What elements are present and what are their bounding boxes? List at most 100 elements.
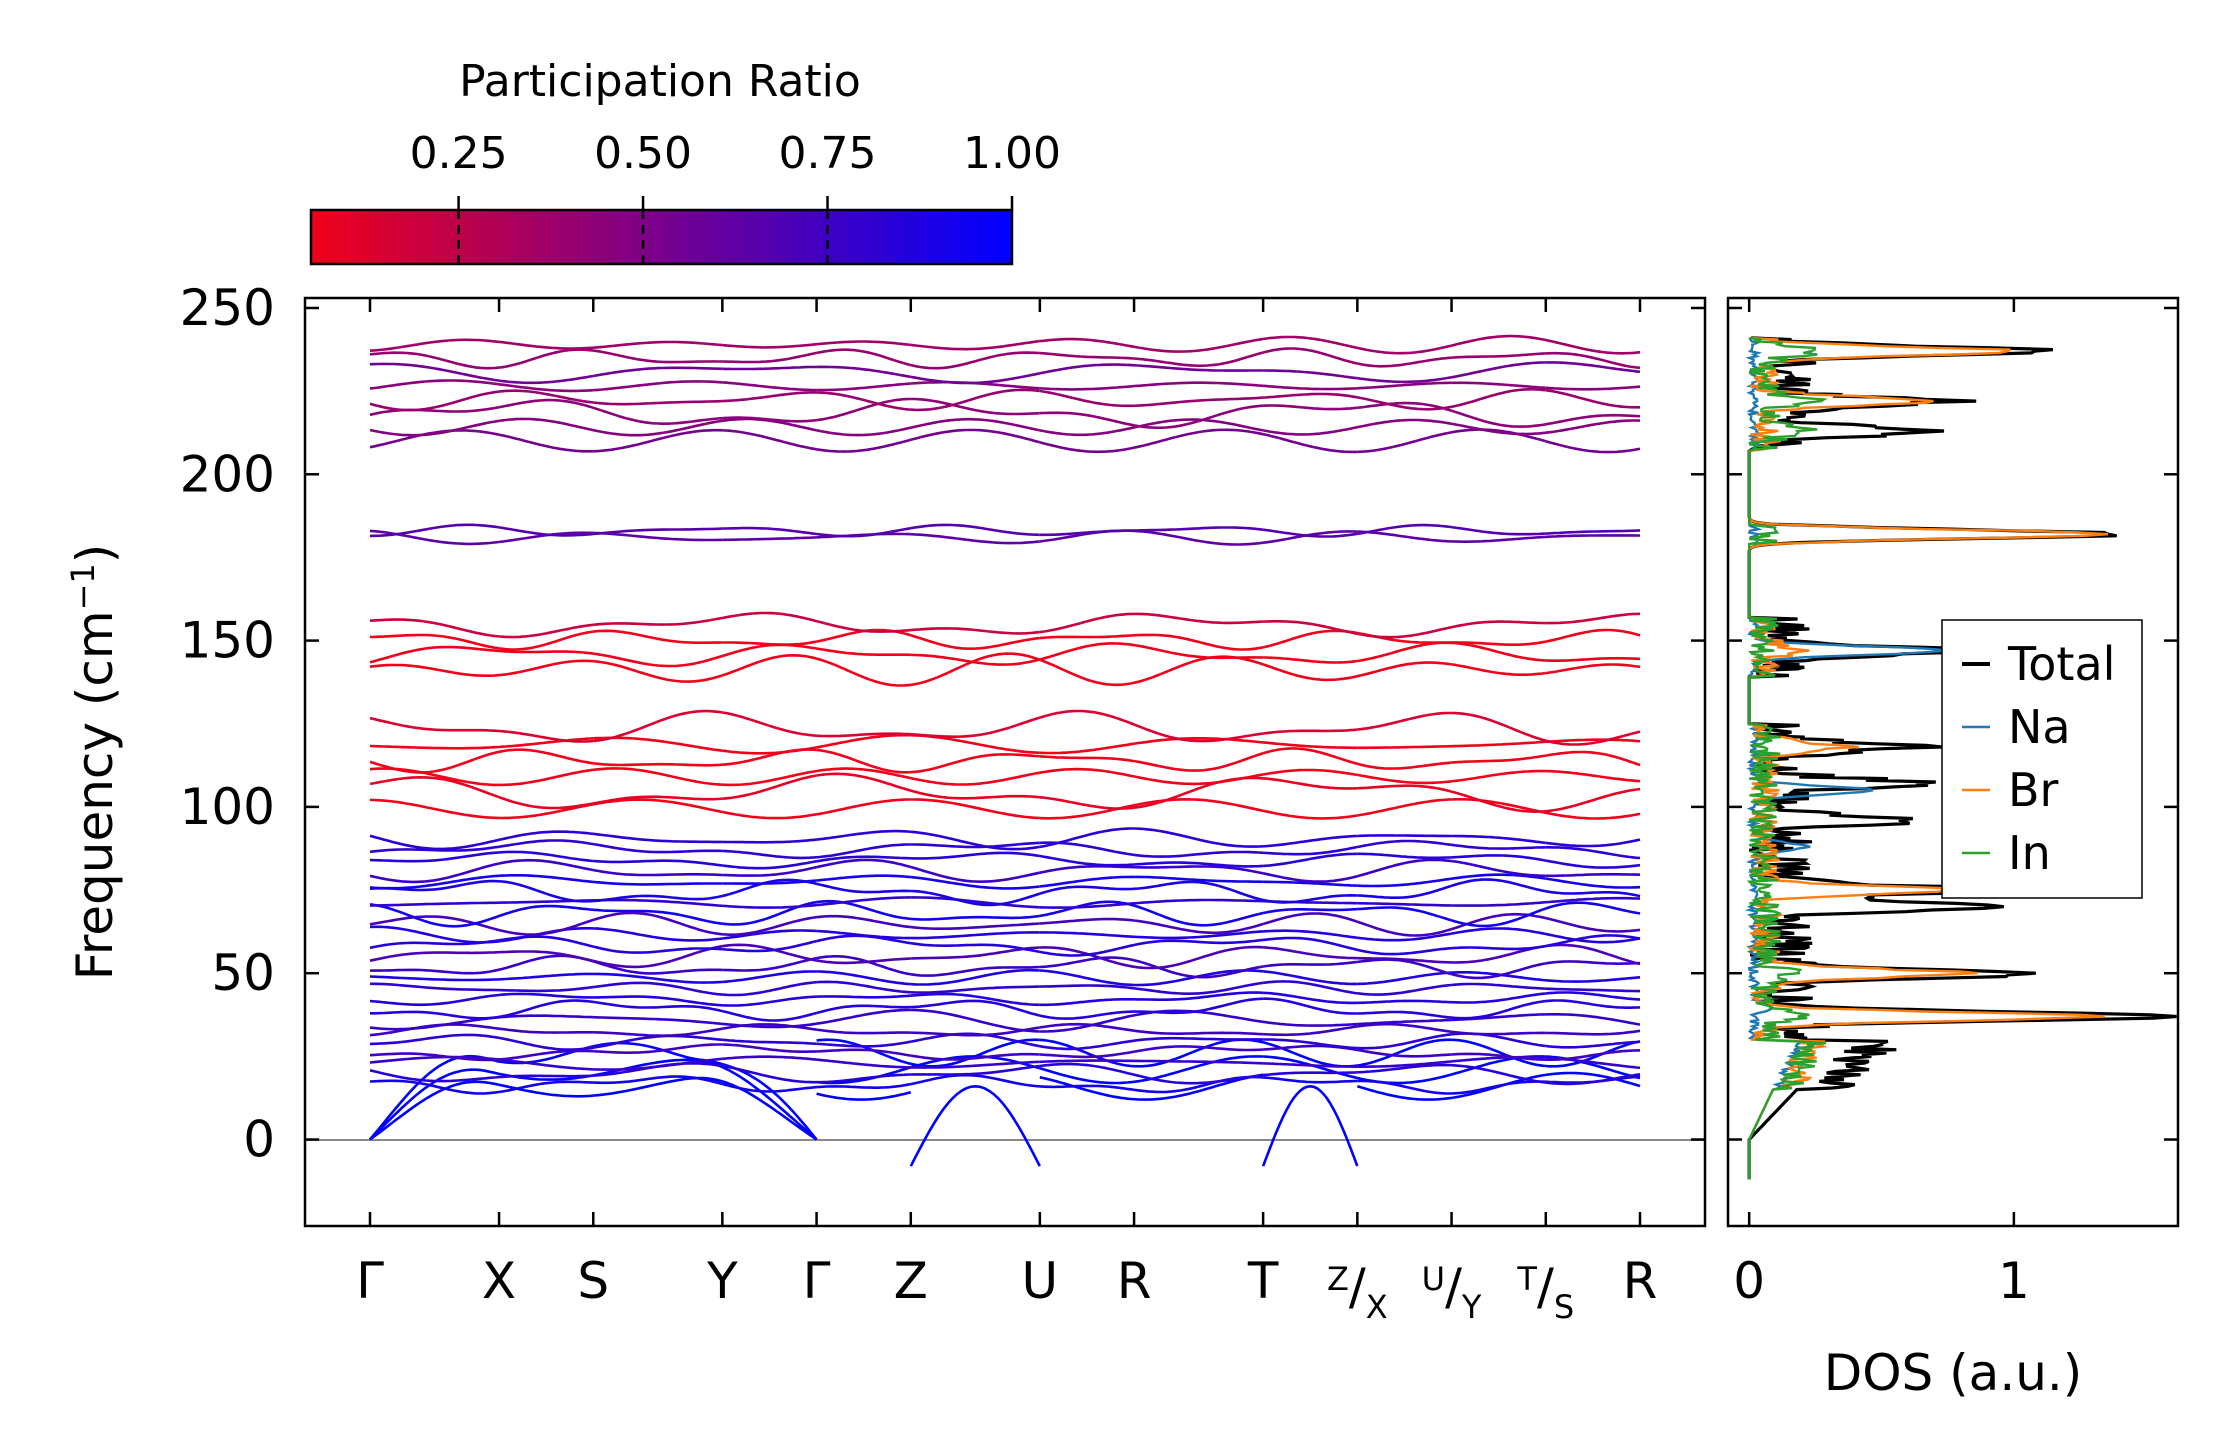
acoustic-band <box>1039 1038 1135 1068</box>
optical-band <box>1357 773 1452 785</box>
optical-band <box>1451 769 1546 783</box>
optical-band <box>498 1027 594 1034</box>
optical-band <box>722 774 817 800</box>
optical-band <box>1133 1036 1264 1042</box>
optical-band <box>369 716 500 733</box>
optical-band <box>498 795 594 810</box>
optical-band <box>369 925 500 944</box>
optical-band <box>1545 663 1641 675</box>
optical-band <box>1357 983 1452 996</box>
optical-band <box>498 374 594 385</box>
optical-band <box>1134 633 1264 651</box>
optical-band <box>816 397 911 422</box>
optical-band <box>1263 997 1358 1015</box>
frequency-axis: 0 50 100 150 200 250 <box>180 279 1705 1169</box>
optical-band <box>1356 920 1452 937</box>
optical-band <box>1039 411 1135 427</box>
optical-band <box>722 1064 817 1084</box>
acoustic-band <box>593 1076 723 1097</box>
optical-band <box>722 970 817 984</box>
optical-band <box>593 1075 723 1086</box>
optical-band <box>499 972 594 981</box>
optical-band <box>593 762 723 767</box>
optical-band <box>1134 880 1264 902</box>
optical-band <box>1357 877 1452 888</box>
optical-band <box>816 647 911 657</box>
optical-band <box>816 748 911 774</box>
optical-band <box>910 865 1041 884</box>
optical-band <box>1451 663 1546 676</box>
y-tick-label: 200 <box>180 445 275 503</box>
k-label: Y <box>706 1252 738 1310</box>
optical-band <box>498 992 594 999</box>
optical-band <box>1039 351 1135 360</box>
optical-band <box>1451 381 1546 390</box>
optical-band <box>1039 755 1135 763</box>
optical-band <box>1545 534 1640 539</box>
optical-band <box>498 748 594 765</box>
optical-band <box>498 918 594 936</box>
optical-band <box>369 903 500 928</box>
optical-band <box>499 850 594 863</box>
optical-band <box>593 898 723 908</box>
optical-band <box>593 399 723 406</box>
optical-band <box>722 769 817 787</box>
optical-band <box>1134 991 1264 1001</box>
k-label: T <box>1247 1252 1279 1310</box>
optical-band <box>722 929 817 940</box>
optical-band <box>1039 742 1135 755</box>
optical-band <box>1134 364 1264 372</box>
optical-band <box>1357 834 1452 838</box>
optical-band <box>593 1015 723 1026</box>
optical-band <box>1262 970 1358 986</box>
optical-band <box>1039 984 1135 990</box>
optical-band <box>1545 361 1641 374</box>
optical-band <box>816 896 911 907</box>
optical-band <box>910 372 1041 385</box>
y-tick-label: 250 <box>180 279 275 337</box>
optical-band <box>910 789 1040 800</box>
optical-band <box>1357 1048 1452 1058</box>
optical-band <box>1133 351 1264 368</box>
optical-band <box>816 1048 911 1057</box>
optical-band <box>498 348 594 369</box>
optical-band <box>910 1008 1040 1033</box>
optical-band <box>369 1016 500 1031</box>
k-label: Z/X <box>1327 1258 1388 1326</box>
optical-band <box>910 523 1040 537</box>
optical-band <box>499 768 594 787</box>
optical-band <box>1545 960 1641 965</box>
optical-band <box>1263 845 1358 856</box>
optical-band <box>592 944 723 969</box>
optical-band <box>816 970 911 986</box>
optical-band <box>498 630 594 651</box>
optical-band <box>369 901 500 907</box>
colorbar-tick-label: 0.75 <box>779 128 877 179</box>
optical-band <box>816 732 911 738</box>
optical-band <box>722 980 817 997</box>
legend-label: Total <box>2007 637 2115 691</box>
optical-band <box>1133 904 1264 927</box>
optical-band <box>1134 997 1264 1015</box>
optical-band <box>722 391 817 403</box>
optical-band <box>1039 658 1135 687</box>
optical-band <box>498 383 594 393</box>
optical-band <box>369 993 500 1007</box>
optical-band <box>816 1008 911 1025</box>
optical-band <box>1545 976 1641 983</box>
optical-band <box>910 634 1040 651</box>
optical-band <box>1039 389 1135 408</box>
optical-band <box>1039 943 1135 957</box>
optical-band <box>1262 741 1358 750</box>
optical-band <box>1262 872 1358 883</box>
optical-band <box>1545 419 1641 434</box>
optical-band <box>1357 744 1452 750</box>
optical-band <box>1263 404 1358 411</box>
k-label: U <box>1022 1252 1059 1310</box>
optical-band <box>1545 1029 1641 1036</box>
optical-band <box>593 1043 723 1054</box>
optical-band <box>816 391 911 411</box>
optical-band <box>722 903 817 909</box>
optical-band <box>910 627 1040 635</box>
phonon-bands <box>369 334 1641 1167</box>
